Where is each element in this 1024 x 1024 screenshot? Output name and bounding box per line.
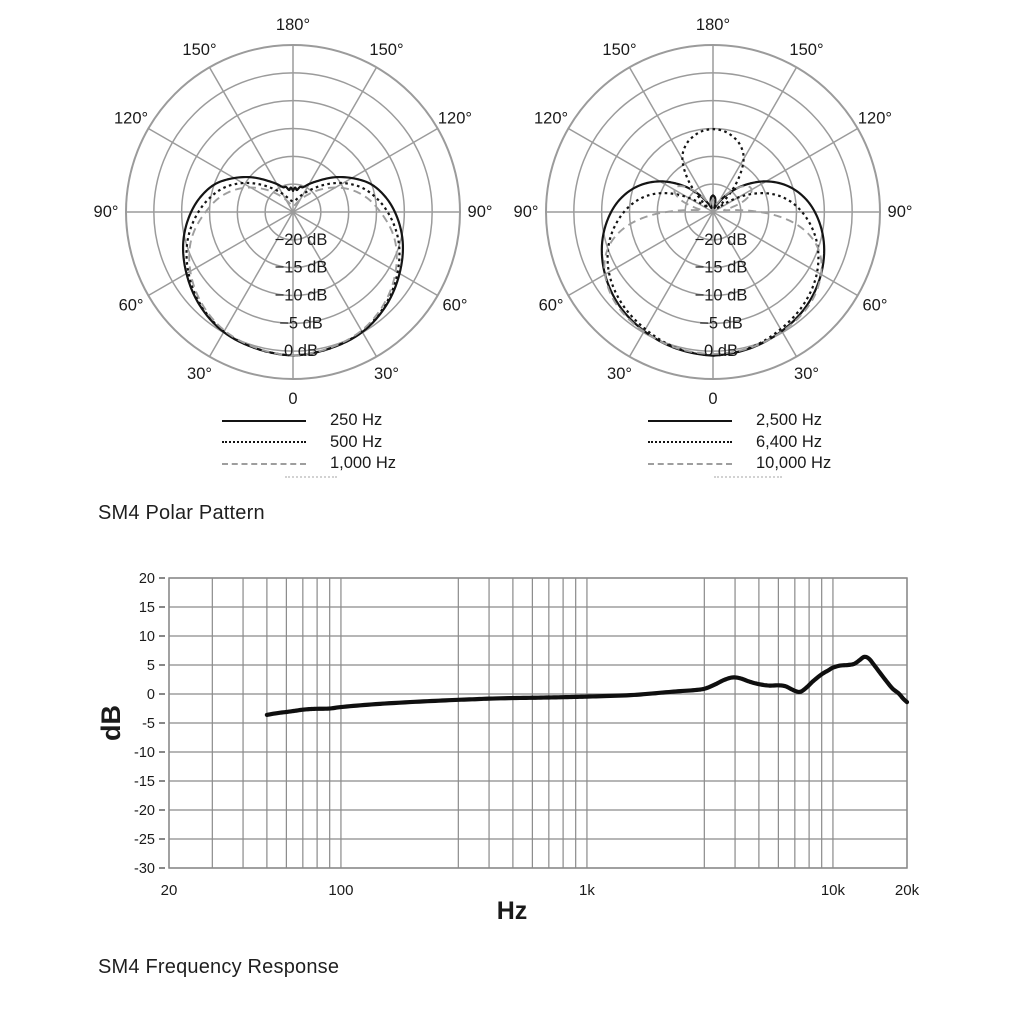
- angle-label: 180°: [696, 16, 730, 34]
- legend-label: 500 Hz: [330, 432, 383, 451]
- freq-grid: [168, 577, 908, 869]
- ring-label: −15 dB: [275, 259, 328, 277]
- legend-cropped-row-artifact: [714, 476, 782, 478]
- x-tick-label: 20k: [895, 882, 920, 899]
- angle-label: 60°: [539, 297, 564, 315]
- angle-label: 150°: [602, 41, 636, 59]
- solid-line-swatch: [222, 419, 306, 422]
- y-tick-label: 0: [147, 687, 155, 703]
- y-tick-label: -10: [134, 745, 155, 761]
- x-axis-label: Hz: [497, 897, 528, 925]
- polar-curve-2500Hz: [600, 180, 826, 357]
- angle-label: 150°: [182, 41, 216, 59]
- polar-legend-low-mid: 250 Hz 500 Hz 1,000 Hz: [222, 410, 396, 478]
- legend-label: 2,500 Hz: [756, 411, 823, 430]
- legend-label: 1,000 Hz: [330, 454, 397, 473]
- legend-item: 250 Hz: [222, 410, 396, 432]
- polar-chart-polar-low-mid: −20 dB −15 dB −10 dB −5 dB 0 dB 180° 150° 150° 1…: [94, 16, 493, 408]
- ring-label: −5 dB: [279, 314, 323, 332]
- y-tick-label: -20: [134, 803, 155, 819]
- frequency-response-chart: 20 15 10 5 0 -5 -10 -15 -20 -25 -30 20 100 1k 10k 20k dB…: [96, 571, 920, 925]
- ring-label: −5 dB: [699, 314, 743, 332]
- angle-label: 30°: [794, 365, 819, 383]
- angle-label: 90°: [468, 203, 493, 221]
- legend-label: 6,400 Hz: [756, 432, 823, 451]
- angle-label: 30°: [187, 365, 212, 383]
- angle-label: 30°: [607, 365, 632, 383]
- legend-item: 1,000 Hz: [222, 453, 396, 475]
- ring-label: −20 dB: [275, 231, 328, 249]
- legend-label: 250 Hz: [330, 411, 383, 430]
- dotted-line-swatch: [222, 441, 306, 444]
- angle-label: 60°: [442, 297, 467, 315]
- y-tick-label: -25: [134, 832, 155, 848]
- angle-label: 180°: [276, 16, 310, 34]
- angle-label: 0: [708, 390, 717, 408]
- legend-item: 500 Hz: [222, 432, 396, 454]
- ring-label: 0 dB: [704, 342, 738, 360]
- legend-cropped-row-artifact: [285, 476, 337, 478]
- angle-label: 60°: [862, 297, 887, 315]
- y-tick-label: 5: [147, 658, 155, 674]
- x-tick-label: 1k: [579, 882, 595, 899]
- angle-label: 0: [288, 390, 297, 408]
- polar-curve-250Hz: [181, 175, 405, 357]
- legend-item: 10,000 Hz: [648, 453, 831, 475]
- ring-label: 0 dB: [284, 342, 318, 360]
- polar-pattern-caption: SM4 Polar Pattern: [98, 502, 265, 524]
- polar-curve-1000Hz: [188, 186, 398, 357]
- angle-label: 120°: [858, 110, 892, 128]
- angle-label: 150°: [369, 41, 403, 59]
- ring-label: −20 dB: [695, 231, 748, 249]
- angle-label: 90°: [514, 203, 539, 221]
- legend-item: 6,400 Hz: [648, 432, 831, 454]
- angle-label: 120°: [114, 110, 148, 128]
- frequency-response-caption: SM4 Frequency Response: [98, 956, 340, 978]
- angle-label: 90°: [888, 203, 913, 221]
- legend-item: 2,500 Hz: [648, 410, 831, 432]
- x-tick-label: 10k: [821, 882, 846, 899]
- ring-label: −15 dB: [695, 259, 748, 277]
- dotted-line-swatch: [648, 441, 732, 444]
- polar-legend-high: 2,500 Hz 6,400 Hz 10,000 Hz: [648, 410, 831, 478]
- dashed-line-swatch: [222, 462, 306, 465]
- angle-label: 60°: [119, 297, 144, 315]
- angle-label: 30°: [374, 365, 399, 383]
- frequency-response-curve: [264, 654, 910, 717]
- polar-grid: [125, 44, 461, 380]
- polar-chart-polar-high: −20 dB −15 dB −10 dB −5 dB 0 dB 180° 150° 150° 1…: [514, 16, 913, 408]
- polar-curve-500Hz: [185, 181, 401, 357]
- ring-label: −10 dB: [695, 287, 748, 305]
- legend-label: 10,000 Hz: [756, 454, 832, 473]
- angle-label: 120°: [438, 110, 472, 128]
- angle-label: 120°: [534, 110, 568, 128]
- y-tick-label: 15: [139, 600, 155, 616]
- x-tick-label: 20: [161, 882, 178, 899]
- angle-label: 90°: [94, 203, 119, 221]
- y-axis-label: dB: [96, 705, 126, 741]
- y-tick-label: -30: [134, 861, 155, 877]
- polar-curve-6400Hz: [606, 127, 820, 357]
- y-tick-label: 20: [139, 571, 155, 587]
- polar-curve-10000Hz: [603, 185, 823, 355]
- solid-line-swatch: [648, 419, 732, 422]
- angle-label: 150°: [789, 41, 823, 59]
- y-tick-label: -15: [134, 774, 155, 790]
- ring-label: −10 dB: [275, 287, 328, 305]
- x-tick-label: 100: [328, 882, 353, 899]
- y-tick-label: 10: [139, 629, 155, 645]
- dashed-line-swatch: [648, 462, 732, 465]
- polar-grid: [545, 44, 881, 380]
- y-tick-label: -5: [142, 716, 155, 732]
